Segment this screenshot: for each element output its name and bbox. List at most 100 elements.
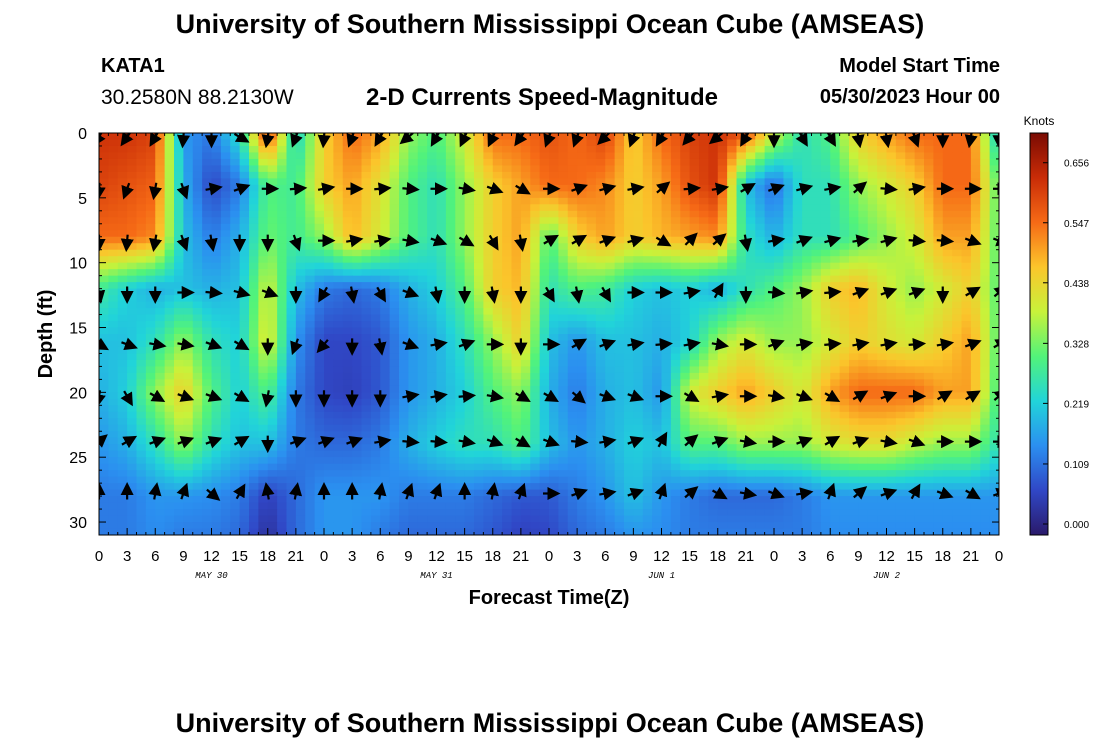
heat-cell xyxy=(333,288,344,296)
heat-cell xyxy=(417,165,428,173)
heat-cell xyxy=(324,392,334,400)
heat-cell xyxy=(277,366,288,374)
heat-cell xyxy=(464,372,475,380)
heat-cell xyxy=(670,223,681,231)
heat-cell xyxy=(520,353,531,361)
heat-cell xyxy=(933,249,944,257)
heat-cell xyxy=(924,165,934,173)
heat-cell xyxy=(652,372,663,380)
heat-cell xyxy=(680,379,691,387)
heat-cell xyxy=(333,133,344,141)
heat-cell xyxy=(642,217,653,225)
heat-cell xyxy=(586,308,597,316)
heat-cell xyxy=(361,457,372,465)
heat-cell xyxy=(839,327,850,335)
heat-cell xyxy=(192,158,203,167)
heat-cell xyxy=(605,463,616,471)
heat-cell xyxy=(661,411,672,419)
heat-cell xyxy=(961,424,972,432)
heat-cell xyxy=(164,275,175,283)
heat-cell xyxy=(445,385,456,393)
heat-cell xyxy=(680,418,691,426)
heat-cell xyxy=(895,282,906,290)
heat-cell xyxy=(155,230,166,238)
heat-cell xyxy=(305,314,316,322)
heat-cell xyxy=(324,139,334,147)
heat-cell xyxy=(905,275,916,283)
heat-cell xyxy=(755,184,766,192)
heat-cell xyxy=(399,359,409,368)
heat-cell xyxy=(408,295,419,303)
heat-cell xyxy=(352,197,363,205)
heat-cell xyxy=(474,321,484,329)
heat-cell xyxy=(202,437,213,445)
heat-cell xyxy=(155,321,166,329)
heat-cell xyxy=(145,230,156,238)
heat-cell xyxy=(839,314,850,322)
heat-cell xyxy=(192,431,203,439)
heat-cell xyxy=(352,444,363,452)
heat-cell xyxy=(492,353,503,361)
heat-cell xyxy=(577,314,588,322)
heat-cell xyxy=(108,385,119,393)
heat-cell xyxy=(689,197,700,205)
heat-cell xyxy=(567,295,578,303)
heat-cell xyxy=(605,379,616,387)
heat-cell xyxy=(230,282,241,290)
heat-cell xyxy=(849,210,859,218)
heat-cell xyxy=(708,457,719,465)
heat-cell xyxy=(952,411,963,419)
heat-cell xyxy=(849,353,859,361)
heat-cell xyxy=(905,282,916,290)
heat-cell xyxy=(202,359,213,368)
heat-cell xyxy=(586,158,597,167)
heat-cell xyxy=(352,204,363,212)
heat-cell xyxy=(877,314,888,322)
heat-cell xyxy=(164,405,175,413)
heat-cell xyxy=(99,450,109,458)
heat-cell xyxy=(492,424,503,432)
heat-cell xyxy=(145,327,156,335)
heat-cell xyxy=(155,301,166,309)
heat-cell xyxy=(249,327,259,335)
heat-cell xyxy=(399,321,409,329)
heat-cell xyxy=(127,308,138,316)
heat-cell xyxy=(286,431,297,439)
heat-cell xyxy=(295,256,306,264)
heat-cell xyxy=(427,256,438,264)
heat-cell xyxy=(670,133,681,141)
heat-cell xyxy=(680,171,691,179)
heat-cell xyxy=(342,158,353,167)
heat-cell xyxy=(445,431,456,439)
heat-cell xyxy=(483,314,494,322)
heat-cell xyxy=(436,450,447,458)
heat-cell xyxy=(295,295,306,303)
heat-cell xyxy=(755,405,766,413)
heat-cell xyxy=(211,210,222,218)
heat-cell xyxy=(464,379,475,387)
heat-cell xyxy=(802,275,813,283)
heat-cell xyxy=(670,366,681,374)
heat-cell xyxy=(314,204,325,212)
heat-cell xyxy=(324,359,334,368)
heat-cell xyxy=(952,398,963,406)
heat-cell xyxy=(595,450,606,458)
heat-cell xyxy=(914,145,925,154)
heat-cell xyxy=(727,457,738,465)
heat-cell xyxy=(567,385,578,393)
heat-cell xyxy=(849,457,859,465)
heat-cell xyxy=(502,262,513,270)
heat-cell xyxy=(192,191,203,199)
heat-cell xyxy=(511,405,522,413)
heat-cell xyxy=(202,450,213,458)
heat-cell xyxy=(605,282,616,290)
heat-cell xyxy=(502,398,513,406)
heat-cell xyxy=(670,327,681,335)
heat-cell xyxy=(558,191,569,199)
heat-cell xyxy=(230,178,241,186)
heat-cell xyxy=(108,327,119,335)
heat-cell xyxy=(117,334,128,342)
heat-cell xyxy=(689,243,700,251)
heat-cell xyxy=(436,269,447,277)
heat-cell xyxy=(764,191,775,199)
